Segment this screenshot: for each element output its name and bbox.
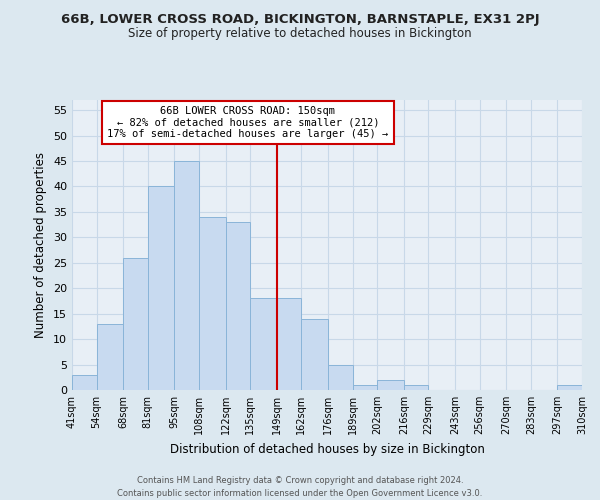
Y-axis label: Number of detached properties: Number of detached properties bbox=[34, 152, 47, 338]
Bar bbox=[557, 385, 582, 390]
Bar bbox=[97, 324, 123, 390]
Bar bbox=[199, 217, 226, 390]
Bar bbox=[226, 222, 250, 390]
Bar bbox=[72, 374, 97, 390]
Text: Contains HM Land Registry data © Crown copyright and database right 2024.: Contains HM Land Registry data © Crown c… bbox=[137, 476, 463, 485]
Bar bbox=[377, 380, 404, 390]
Text: Contains public sector information licensed under the Open Government Licence v3: Contains public sector information licen… bbox=[118, 489, 482, 498]
Bar bbox=[277, 298, 301, 390]
Bar bbox=[175, 161, 199, 390]
Bar bbox=[353, 385, 377, 390]
Bar bbox=[148, 186, 175, 390]
Text: 66B, LOWER CROSS ROAD, BICKINGTON, BARNSTAPLE, EX31 2PJ: 66B, LOWER CROSS ROAD, BICKINGTON, BARNS… bbox=[61, 12, 539, 26]
Bar bbox=[328, 364, 353, 390]
Text: 66B LOWER CROSS ROAD: 150sqm
← 82% of detached houses are smaller (212)
17% of s: 66B LOWER CROSS ROAD: 150sqm ← 82% of de… bbox=[107, 106, 389, 139]
Bar bbox=[404, 385, 428, 390]
Bar bbox=[301, 319, 328, 390]
Text: Size of property relative to detached houses in Bickington: Size of property relative to detached ho… bbox=[128, 28, 472, 40]
Bar bbox=[250, 298, 277, 390]
X-axis label: Distribution of detached houses by size in Bickington: Distribution of detached houses by size … bbox=[170, 442, 484, 456]
Bar bbox=[123, 258, 148, 390]
